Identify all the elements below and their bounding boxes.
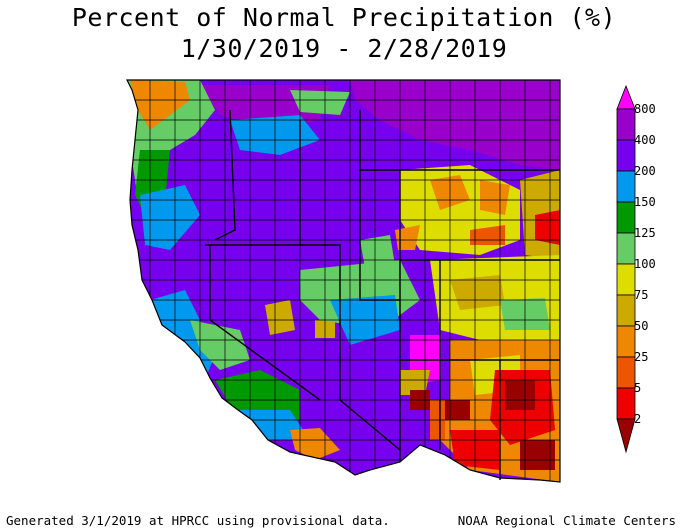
state-lines	[205, 109, 560, 480]
legend-swatch-25	[616, 325, 636, 358]
legend-swatch-75	[616, 263, 636, 296]
legend-label: 2	[634, 412, 642, 426]
legend-swatch-50	[616, 294, 636, 327]
legend-label: 200	[634, 164, 656, 178]
legend-swatch-100	[616, 232, 636, 265]
legend-label: 5	[634, 381, 642, 395]
legend-swatch-below-2	[616, 418, 636, 454]
generated-note: Generated 3/1/2019 at HPRCC using provis…	[6, 513, 390, 528]
legend-label: 800	[634, 102, 656, 116]
legend-label: 50	[634, 319, 649, 333]
map-title: Percent of Normal Precipitation (%)	[71, 3, 617, 32]
precipitation-field	[127, 80, 560, 482]
legend-label: 25	[634, 350, 649, 364]
legend-swatch-5	[616, 356, 636, 389]
legend-swatch-200	[616, 139, 636, 172]
source-credit: NOAA Regional Climate Centers	[457, 513, 676, 528]
legend-swatch-125	[616, 201, 636, 234]
legend-swatch-2	[616, 387, 636, 420]
map-date-range: 1/30/2019 - 2/28/2019	[180, 34, 508, 63]
region-outline	[126, 79, 561, 483]
legend-label: 100	[634, 257, 656, 271]
legend-label: 150	[634, 195, 656, 209]
legend-swatch-above-800	[616, 84, 636, 110]
boundary-lines	[127, 80, 560, 482]
legend-label: 125	[634, 226, 656, 240]
legend-swatch-150	[616, 170, 636, 203]
legend-label: 400	[634, 133, 656, 147]
legend-swatch-400	[616, 108, 636, 141]
legend-label: 75	[634, 288, 649, 302]
